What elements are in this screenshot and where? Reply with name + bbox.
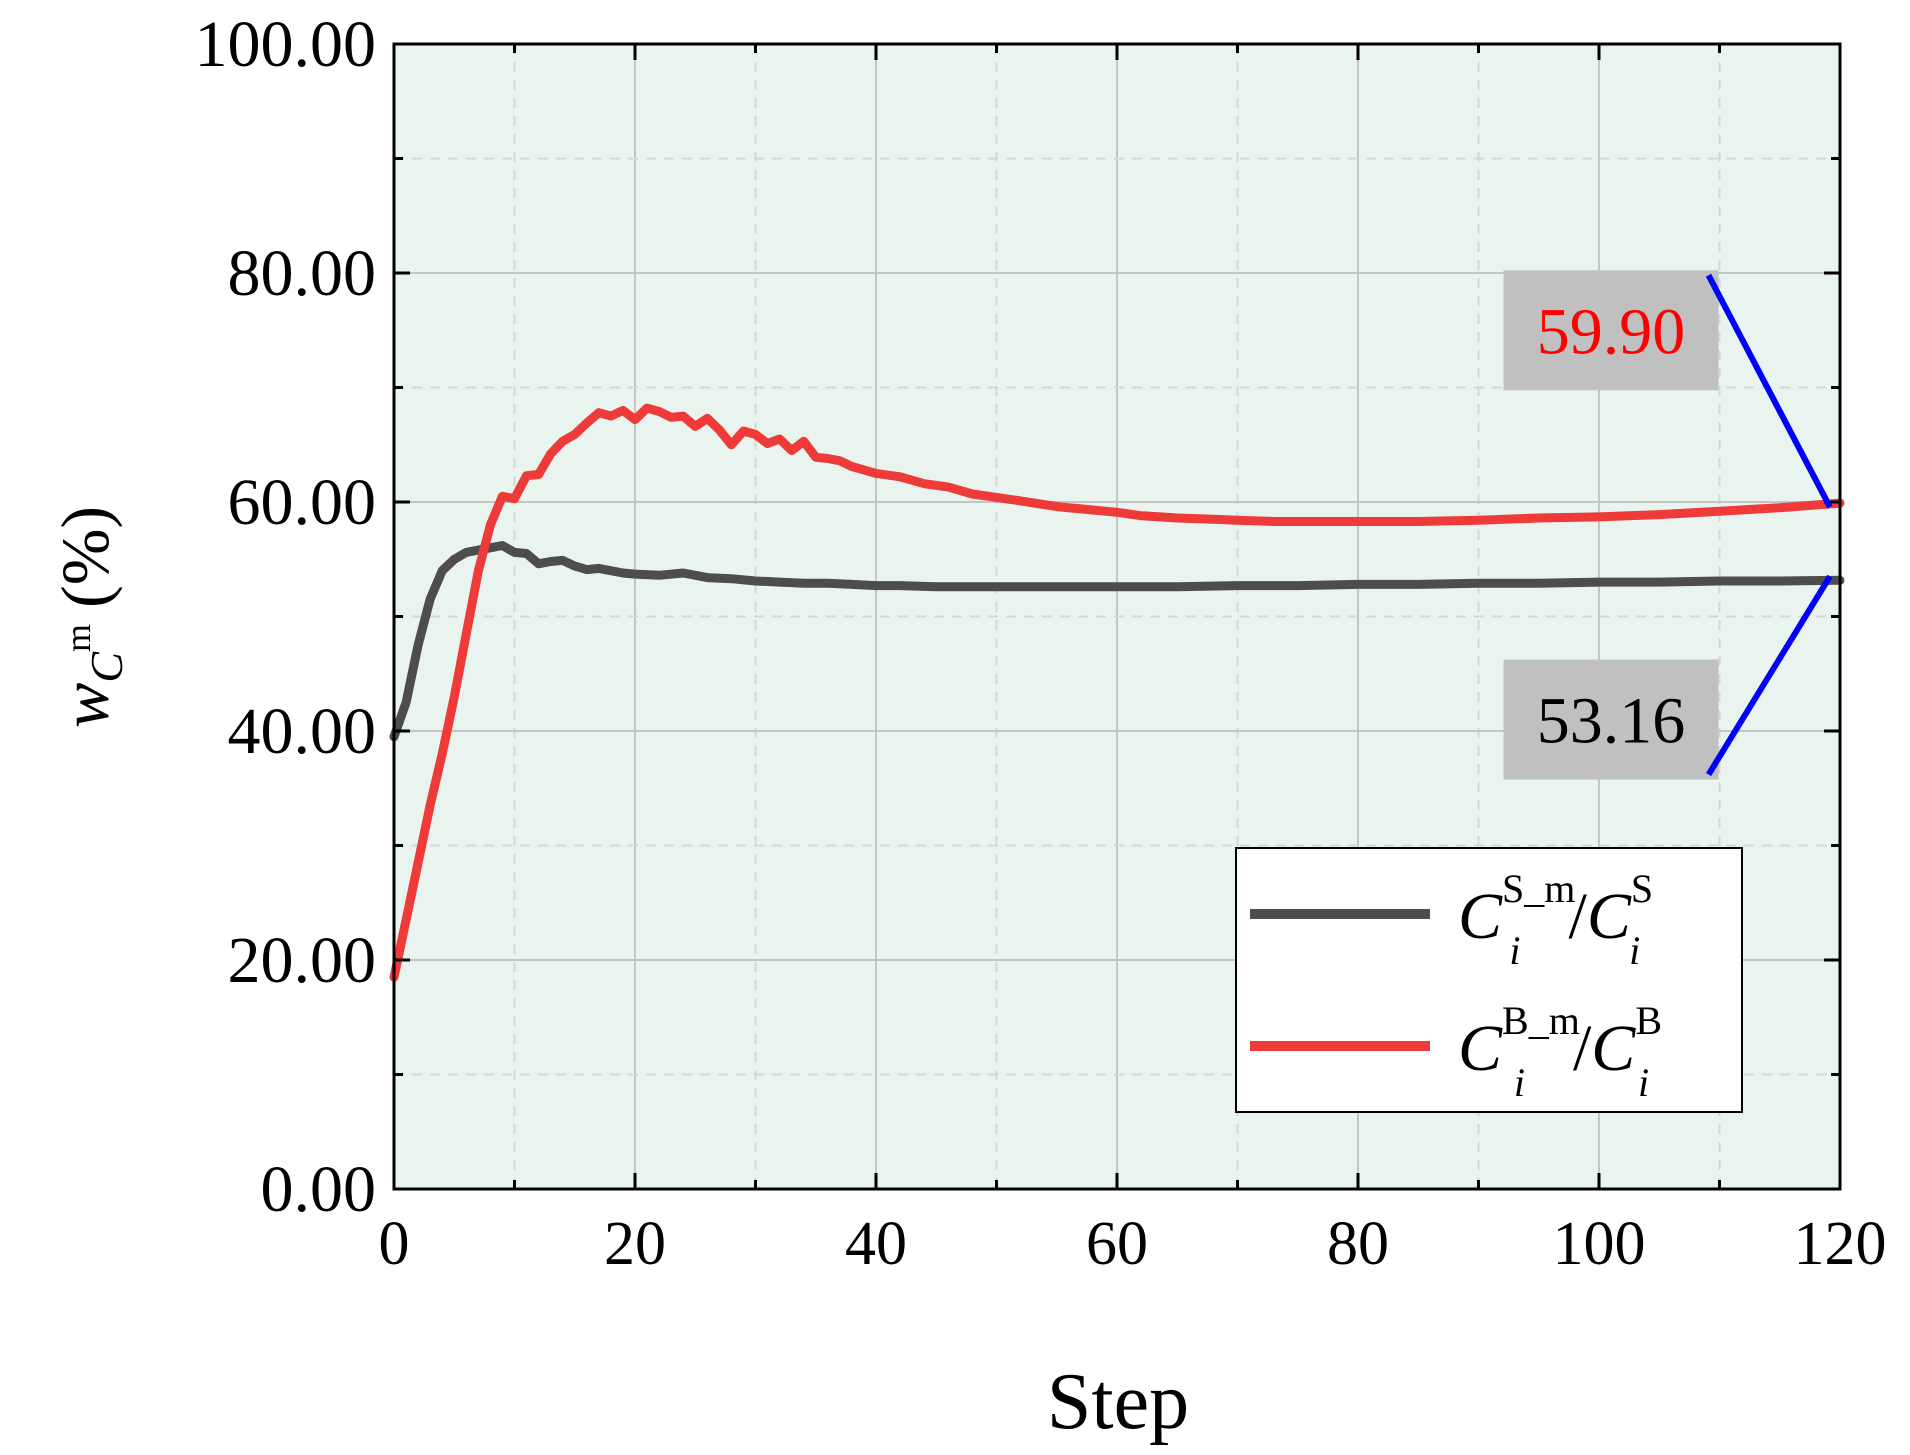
x-tick-label: 60 bbox=[1086, 1210, 1148, 1278]
legend-label-part: i bbox=[1514, 1060, 1525, 1105]
legend-label-part: S bbox=[1631, 866, 1653, 911]
x-tick-label: 80 bbox=[1327, 1210, 1389, 1278]
y-axis-label-base: w bbox=[47, 683, 123, 728]
annotation-pointer bbox=[1705, 273, 1833, 509]
legend-box bbox=[1235, 847, 1743, 1113]
annotations: 59.90 53.16 bbox=[1503, 270, 1833, 780]
y-axis-label-unit: (%) bbox=[47, 506, 123, 608]
legend-label-part: C bbox=[1587, 880, 1632, 953]
legend-label-part: C bbox=[1591, 1012, 1636, 1085]
legend-label-part: S_m bbox=[1502, 866, 1575, 911]
y-tick-label: 80.00 bbox=[228, 237, 377, 310]
y-axis-label: wCm (%) bbox=[47, 506, 132, 728]
x-axis-label: Step bbox=[1047, 1358, 1189, 1446]
series-lines bbox=[389, 403, 1845, 982]
x-tick-label: 20 bbox=[604, 1210, 666, 1278]
y-tick-label: 20.00 bbox=[228, 924, 377, 997]
y-axis-label-sub: C bbox=[81, 651, 132, 683]
legend-label-part: i bbox=[1638, 1060, 1649, 1105]
y-axis-label-sub-sup: m bbox=[58, 624, 98, 652]
legend: CS_m i/CS iCB_m i/CB i bbox=[1235, 847, 1743, 1113]
annotation-pointer bbox=[1705, 574, 1833, 777]
legend-label-part: C bbox=[1458, 1012, 1503, 1085]
legend-label-S: CS_m i/CS i bbox=[1458, 866, 1653, 973]
series-line-B bbox=[389, 403, 1845, 982]
y-tick-label: 60.00 bbox=[228, 466, 377, 539]
annotation-label: 59.90 bbox=[1537, 295, 1686, 368]
legend-label-part: / bbox=[1569, 880, 1588, 953]
x-tick-label: 120 bbox=[1794, 1210, 1887, 1278]
legend-label-part: i bbox=[1629, 928, 1640, 973]
annotation-box bbox=[1503, 659, 1719, 780]
x-tick-label: 0 bbox=[379, 1210, 410, 1278]
legend-label-part: / bbox=[1573, 1012, 1592, 1085]
legend-label-part: B bbox=[1635, 998, 1662, 1043]
legend-label-part: i bbox=[1509, 928, 1520, 973]
y-tick-label: 40.00 bbox=[228, 695, 377, 768]
annotation-label: 53.16 bbox=[1537, 685, 1686, 758]
x-tick-label: 40 bbox=[845, 1210, 907, 1278]
y-tick-label: 100.00 bbox=[195, 8, 377, 81]
x-tick-label: 100 bbox=[1553, 1210, 1646, 1278]
y-tick-label: 0.00 bbox=[261, 1153, 377, 1226]
annotation-box bbox=[1503, 270, 1719, 391]
legend-label-B: CB_m i/CB i bbox=[1458, 998, 1662, 1105]
axis-ticks: 0 20 40 60 80 100 120 0.00 20.00 40.00 60.00 80.00 1… bbox=[195, 8, 1887, 1278]
legend-label-part: B_m bbox=[1502, 998, 1580, 1043]
legend-label-part: C bbox=[1458, 880, 1503, 953]
